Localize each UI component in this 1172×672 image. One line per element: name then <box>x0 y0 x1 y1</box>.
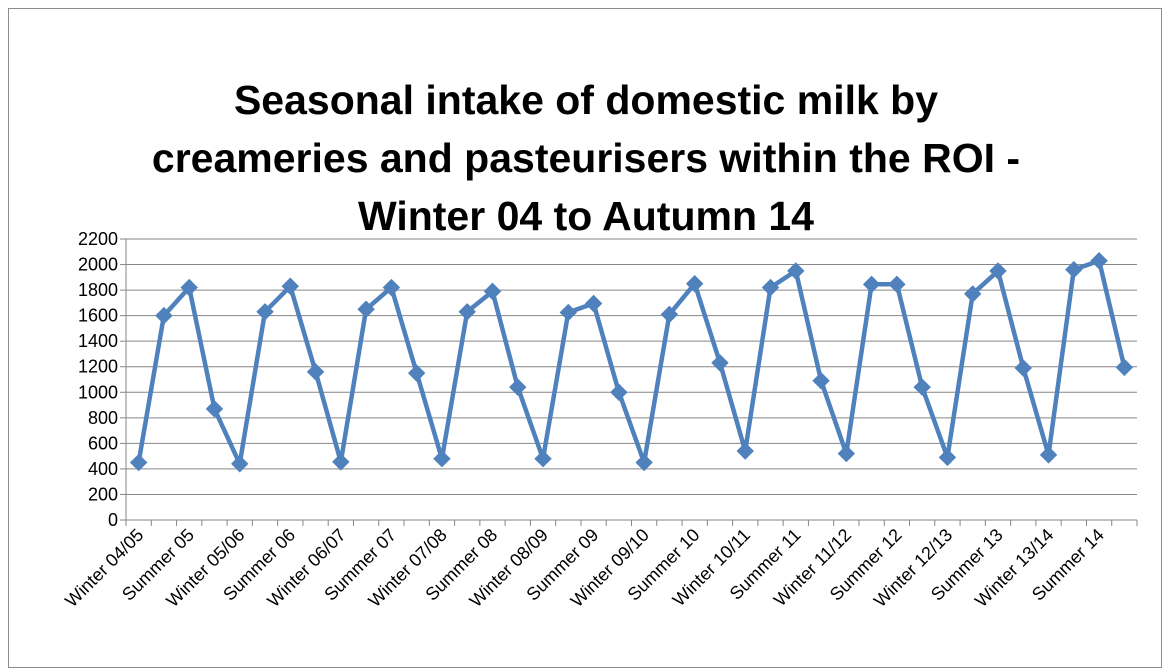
y-tick-label: 200 <box>88 484 118 504</box>
data-point-marker <box>787 262 805 280</box>
data-point-marker <box>964 285 982 303</box>
data-point-marker <box>761 278 780 297</box>
y-tick-label: 600 <box>88 433 118 453</box>
data-point-marker <box>711 354 729 372</box>
y-tick-label: 1800 <box>78 280 118 300</box>
data-point-marker <box>1065 260 1083 279</box>
data-point-marker <box>129 453 148 472</box>
chart-area: Seasonal intake of domestic milk by crea… <box>8 8 1162 668</box>
data-point-marker <box>332 453 350 471</box>
line-chart-plot: 0 200 400 600 800 1000 1200 1400 1600 1800 2000 220… <box>61 229 1138 611</box>
y-tick-label: 1200 <box>78 357 118 377</box>
data-point-marker <box>357 300 375 318</box>
chart-title-line-2: creameries and pasteurisers within the R… <box>151 135 1021 181</box>
data-point-marker <box>610 383 628 401</box>
data-point-marker <box>989 262 1007 280</box>
data-point-marker <box>1039 446 1058 464</box>
data-point-marker <box>483 282 502 301</box>
data-point-marker <box>635 453 653 472</box>
y-tick-label: 0 <box>108 510 118 530</box>
y-tick-label: 1600 <box>78 306 118 326</box>
data-point-marker <box>660 305 679 324</box>
data-point-marker <box>812 372 830 390</box>
y-tick-label: 2200 <box>78 229 118 249</box>
data-point-marker <box>913 378 931 396</box>
chart-title-line-1: Seasonal intake of domestic milk by <box>233 77 939 123</box>
chart-title: Seasonal intake of domestic milk by crea… <box>9 71 1163 245</box>
data-point-marker <box>458 303 476 321</box>
data-point-marker <box>938 448 957 467</box>
data-point-marker <box>509 378 527 396</box>
data-point-marker <box>155 306 173 325</box>
data-point-marker <box>685 274 704 293</box>
data-point-marker <box>407 364 426 382</box>
series-line <box>136 258 1127 467</box>
data-point-marker <box>1090 252 1108 270</box>
y-tick-label: 2000 <box>78 255 118 275</box>
data-point-marker <box>281 277 299 295</box>
data-point-marker <box>534 449 552 468</box>
data-point-marker <box>837 444 856 463</box>
data-point-marker <box>231 455 249 473</box>
y-tick-label: 1000 <box>78 382 118 402</box>
y-tick-label: 800 <box>88 408 118 428</box>
data-point-marker <box>205 400 224 418</box>
data-point-marker <box>888 275 906 294</box>
data-point-marker <box>584 294 603 313</box>
data-point-marker <box>433 449 451 468</box>
data-point-marker <box>256 303 274 321</box>
data-point-marker <box>862 275 881 294</box>
data-point-marker <box>559 303 578 322</box>
data-point-marker <box>306 363 325 381</box>
data-point-marker <box>1115 358 1134 377</box>
data-point-marker <box>180 278 198 297</box>
data-point-marker <box>1014 359 1032 377</box>
data-point-marker <box>382 278 401 297</box>
y-tick-label: 400 <box>88 459 118 479</box>
y-tick-label: 1400 <box>78 331 118 351</box>
chart-title-line-3: Winter 04 to Autumn 14 <box>358 193 814 239</box>
data-point-marker <box>736 442 754 460</box>
